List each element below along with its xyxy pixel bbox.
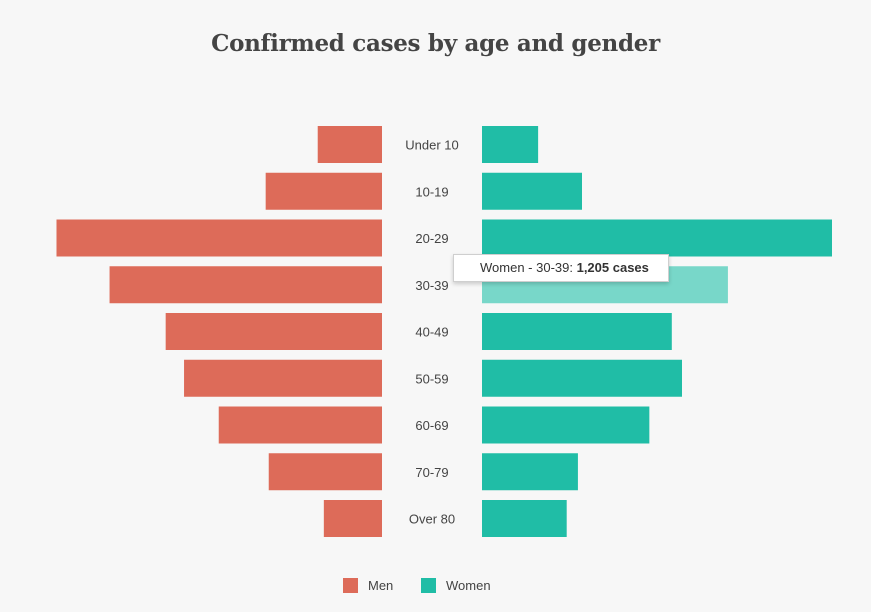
- bar-men-20-29[interactable]: [56, 219, 382, 257]
- bar-men-50-59[interactable]: [184, 359, 382, 397]
- bar-women-60-69[interactable]: [482, 406, 650, 444]
- category-label-under-10: Under 10: [405, 138, 458, 153]
- age-group-labels: Under 10 10-19 20-29 30-39 40-49 50-59 60-69 70…: [405, 138, 458, 527]
- category-label-over-80: Over 80: [409, 512, 455, 527]
- legend-swatch-women: [421, 578, 436, 593]
- category-label-20-29: 20-29: [415, 231, 448, 246]
- legend-swatch-men: [343, 578, 358, 593]
- tooltip-prefix: Women - 30-39:: [480, 260, 577, 275]
- legend-label-women: Women: [446, 578, 491, 593]
- bar-women-40-49[interactable]: [482, 313, 672, 350]
- bar-men-40-49[interactable]: [165, 313, 382, 350]
- bar-men-30-39[interactable]: [109, 266, 382, 304]
- chart-title: Confirmed cases by age and gender: [211, 30, 660, 57]
- category-label-60-69: 60-69: [415, 418, 448, 433]
- bar-women-70-79[interactable]: [482, 453, 578, 491]
- women-bars: [482, 126, 832, 537]
- category-label-50-59: 50-59: [415, 371, 448, 386]
- bar-women-over-80[interactable]: [482, 500, 567, 537]
- men-bars: [56, 126, 382, 537]
- bar-men-10-19[interactable]: [265, 172, 382, 210]
- bar-men-70-79[interactable]: [268, 453, 382, 491]
- legend-label-men: Men: [368, 578, 394, 593]
- category-label-30-39: 30-39: [415, 278, 448, 293]
- category-label-10-19: 10-19: [415, 184, 448, 199]
- bar-women-50-59[interactable]: [482, 359, 682, 397]
- bar-men-under-10[interactable]: [317, 126, 382, 163]
- legend: Men Women: [0, 576, 871, 596]
- category-label-40-49: 40-49: [415, 325, 448, 340]
- bar-men-over-80[interactable]: [323, 500, 382, 537]
- bar-men-60-69[interactable]: [218, 406, 382, 444]
- bar-women-20-29[interactable]: [482, 219, 832, 257]
- category-label-70-79: 70-79: [415, 465, 448, 480]
- bar-women-under-10[interactable]: [482, 126, 539, 163]
- bar-women-10-19[interactable]: [482, 172, 582, 210]
- tooltip-value: 1,205 cases: [576, 260, 649, 275]
- tooltip: Women - 30-39: 1,205 cases: [453, 254, 669, 282]
